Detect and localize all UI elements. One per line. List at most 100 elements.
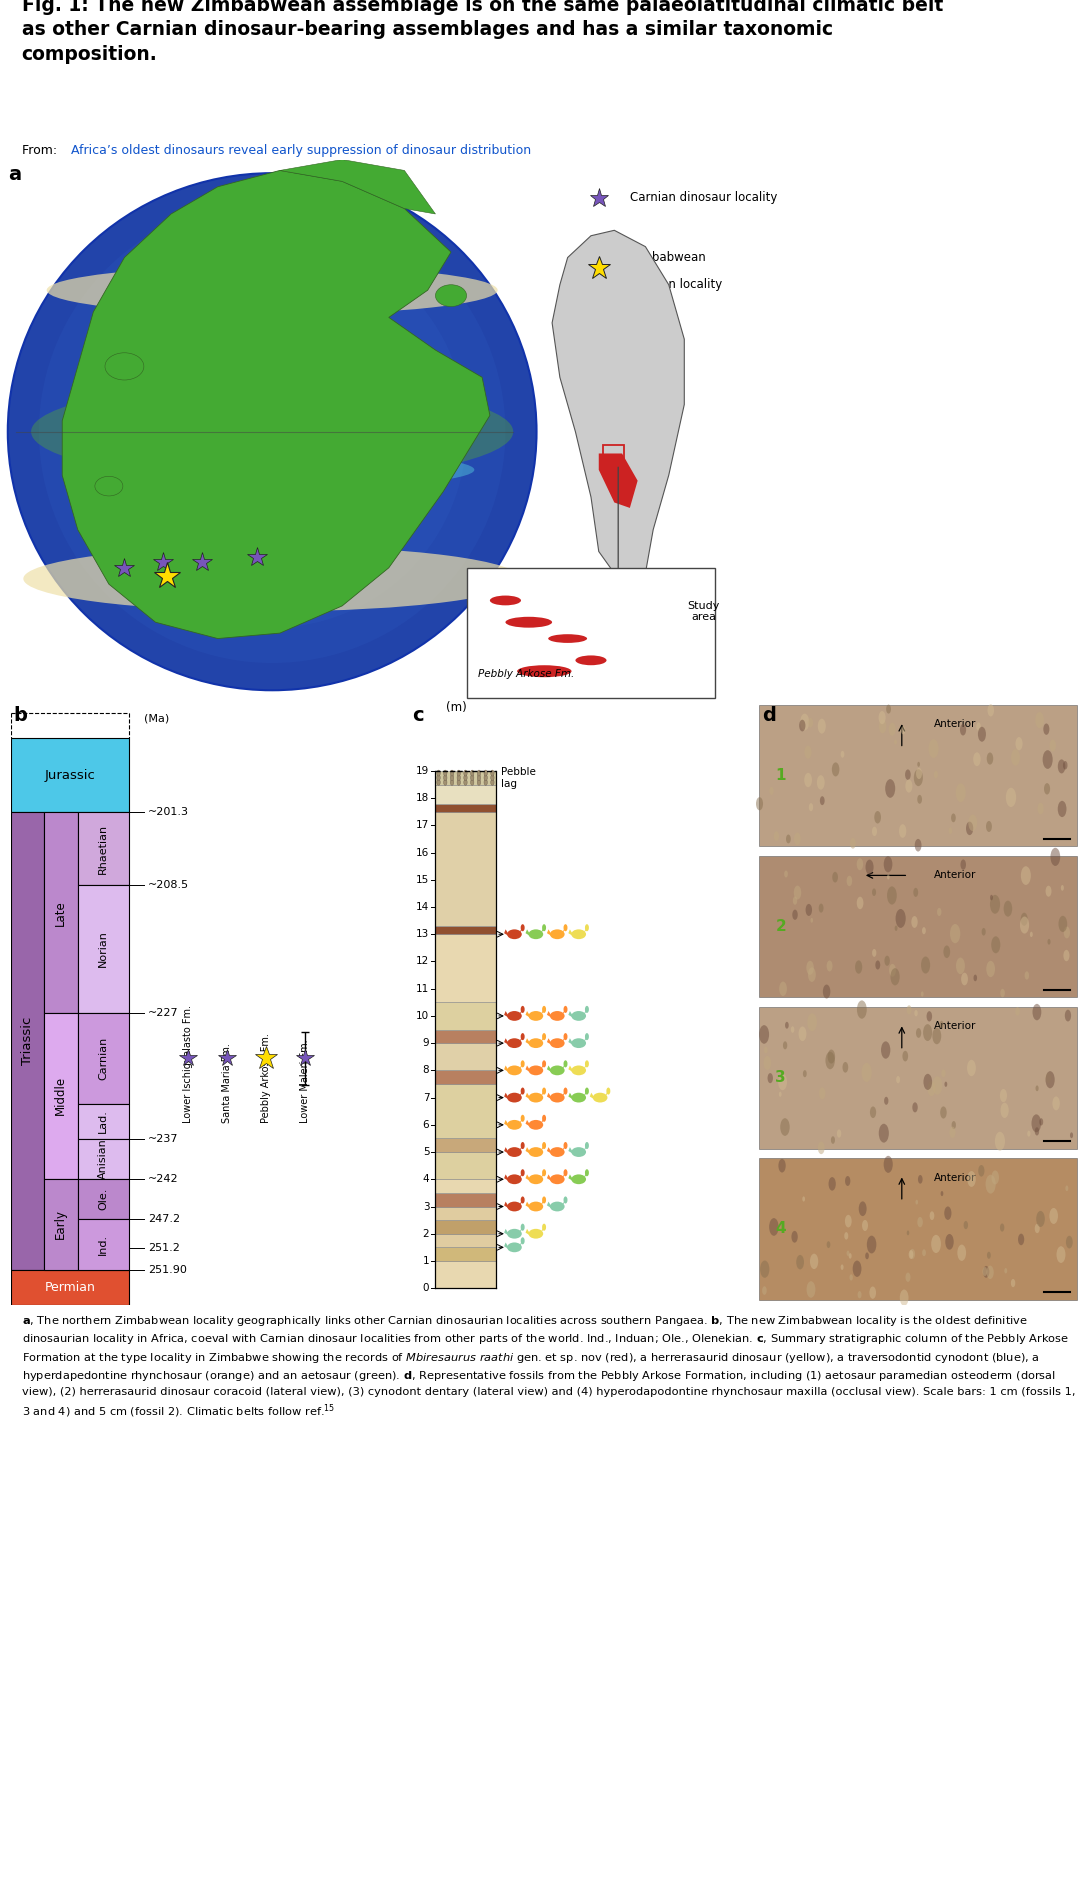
Polygon shape: [541, 1062, 545, 1068]
Circle shape: [471, 779, 474, 785]
Polygon shape: [563, 1062, 567, 1068]
Polygon shape: [606, 1091, 609, 1096]
Polygon shape: [519, 1091, 524, 1096]
Circle shape: [993, 1004, 1001, 1019]
Circle shape: [953, 785, 959, 798]
Circle shape: [948, 1017, 958, 1034]
Polygon shape: [526, 1038, 530, 1045]
Circle shape: [444, 775, 447, 781]
Text: Jurassic: Jurassic: [44, 768, 95, 781]
Circle shape: [521, 1196, 525, 1203]
Circle shape: [777, 1269, 780, 1274]
Circle shape: [903, 1265, 913, 1282]
Circle shape: [893, 985, 900, 999]
Polygon shape: [526, 1147, 530, 1154]
Text: 3: 3: [775, 1070, 786, 1085]
Circle shape: [987, 1218, 997, 1237]
Circle shape: [585, 1087, 589, 1094]
Circle shape: [778, 1216, 785, 1231]
Circle shape: [986, 803, 993, 815]
Circle shape: [585, 1141, 589, 1149]
Polygon shape: [584, 1008, 589, 1014]
Circle shape: [910, 1224, 916, 1233]
Circle shape: [797, 1258, 802, 1269]
Circle shape: [564, 923, 567, 931]
Circle shape: [835, 760, 837, 766]
Circle shape: [872, 987, 880, 1004]
Polygon shape: [546, 1038, 552, 1045]
Polygon shape: [504, 1147, 509, 1154]
Bar: [44, 1014, 78, 1179]
Circle shape: [927, 779, 934, 794]
Text: b: b: [13, 706, 27, 725]
Circle shape: [956, 867, 962, 880]
Circle shape: [767, 1276, 773, 1289]
Circle shape: [585, 1061, 589, 1068]
Circle shape: [450, 779, 454, 785]
Circle shape: [471, 775, 474, 781]
Text: Carnian: Carnian: [98, 1036, 108, 1079]
Bar: [78, 813, 129, 884]
Circle shape: [477, 775, 481, 781]
Circle shape: [105, 353, 144, 379]
Circle shape: [521, 923, 525, 931]
Circle shape: [779, 1243, 786, 1256]
Ellipse shape: [505, 618, 552, 627]
Circle shape: [764, 715, 767, 723]
Ellipse shape: [571, 1147, 586, 1156]
Circle shape: [933, 1068, 943, 1085]
Circle shape: [980, 835, 986, 848]
Polygon shape: [504, 1201, 509, 1209]
Circle shape: [800, 1074, 805, 1081]
Circle shape: [838, 1188, 843, 1199]
Ellipse shape: [571, 1175, 586, 1184]
Circle shape: [564, 1196, 567, 1203]
Circle shape: [843, 1235, 849, 1246]
Bar: [435, 935, 496, 1002]
Circle shape: [1054, 892, 1057, 897]
Polygon shape: [584, 1036, 589, 1042]
Ellipse shape: [550, 1012, 565, 1021]
Circle shape: [906, 875, 914, 888]
Circle shape: [890, 1214, 896, 1226]
Circle shape: [870, 1066, 875, 1072]
Circle shape: [490, 775, 494, 781]
Circle shape: [542, 1169, 546, 1177]
Ellipse shape: [550, 929, 565, 938]
Text: Lower Ischigualasto Fm.: Lower Ischigualasto Fm.: [183, 1004, 192, 1122]
Circle shape: [542, 923, 546, 931]
Circle shape: [1050, 1152, 1058, 1167]
Circle shape: [564, 1061, 567, 1068]
Circle shape: [1030, 828, 1038, 843]
Bar: [435, 1194, 496, 1207]
Circle shape: [796, 734, 802, 747]
Circle shape: [435, 285, 467, 306]
Circle shape: [831, 989, 835, 997]
Circle shape: [964, 747, 971, 760]
Circle shape: [542, 1032, 546, 1040]
Ellipse shape: [508, 1201, 522, 1211]
Ellipse shape: [31, 383, 513, 481]
Circle shape: [1002, 700, 1012, 719]
Circle shape: [1031, 1030, 1039, 1044]
Circle shape: [795, 1211, 801, 1224]
Circle shape: [832, 1038, 837, 1047]
Circle shape: [1011, 1068, 1020, 1085]
Ellipse shape: [78, 237, 467, 627]
Circle shape: [1043, 1074, 1048, 1081]
Circle shape: [943, 725, 954, 743]
Bar: [435, 1220, 496, 1233]
Circle shape: [484, 779, 487, 785]
Bar: [78, 1218, 129, 1269]
Bar: [759, 856, 1077, 997]
Text: ~242: ~242: [148, 1173, 179, 1184]
Circle shape: [761, 1271, 770, 1286]
Polygon shape: [504, 1092, 509, 1100]
Circle shape: [521, 1032, 525, 1040]
Circle shape: [768, 770, 771, 777]
Polygon shape: [504, 1175, 509, 1181]
Circle shape: [564, 1087, 567, 1094]
Ellipse shape: [571, 929, 586, 938]
Ellipse shape: [517, 664, 571, 678]
Circle shape: [875, 886, 882, 899]
